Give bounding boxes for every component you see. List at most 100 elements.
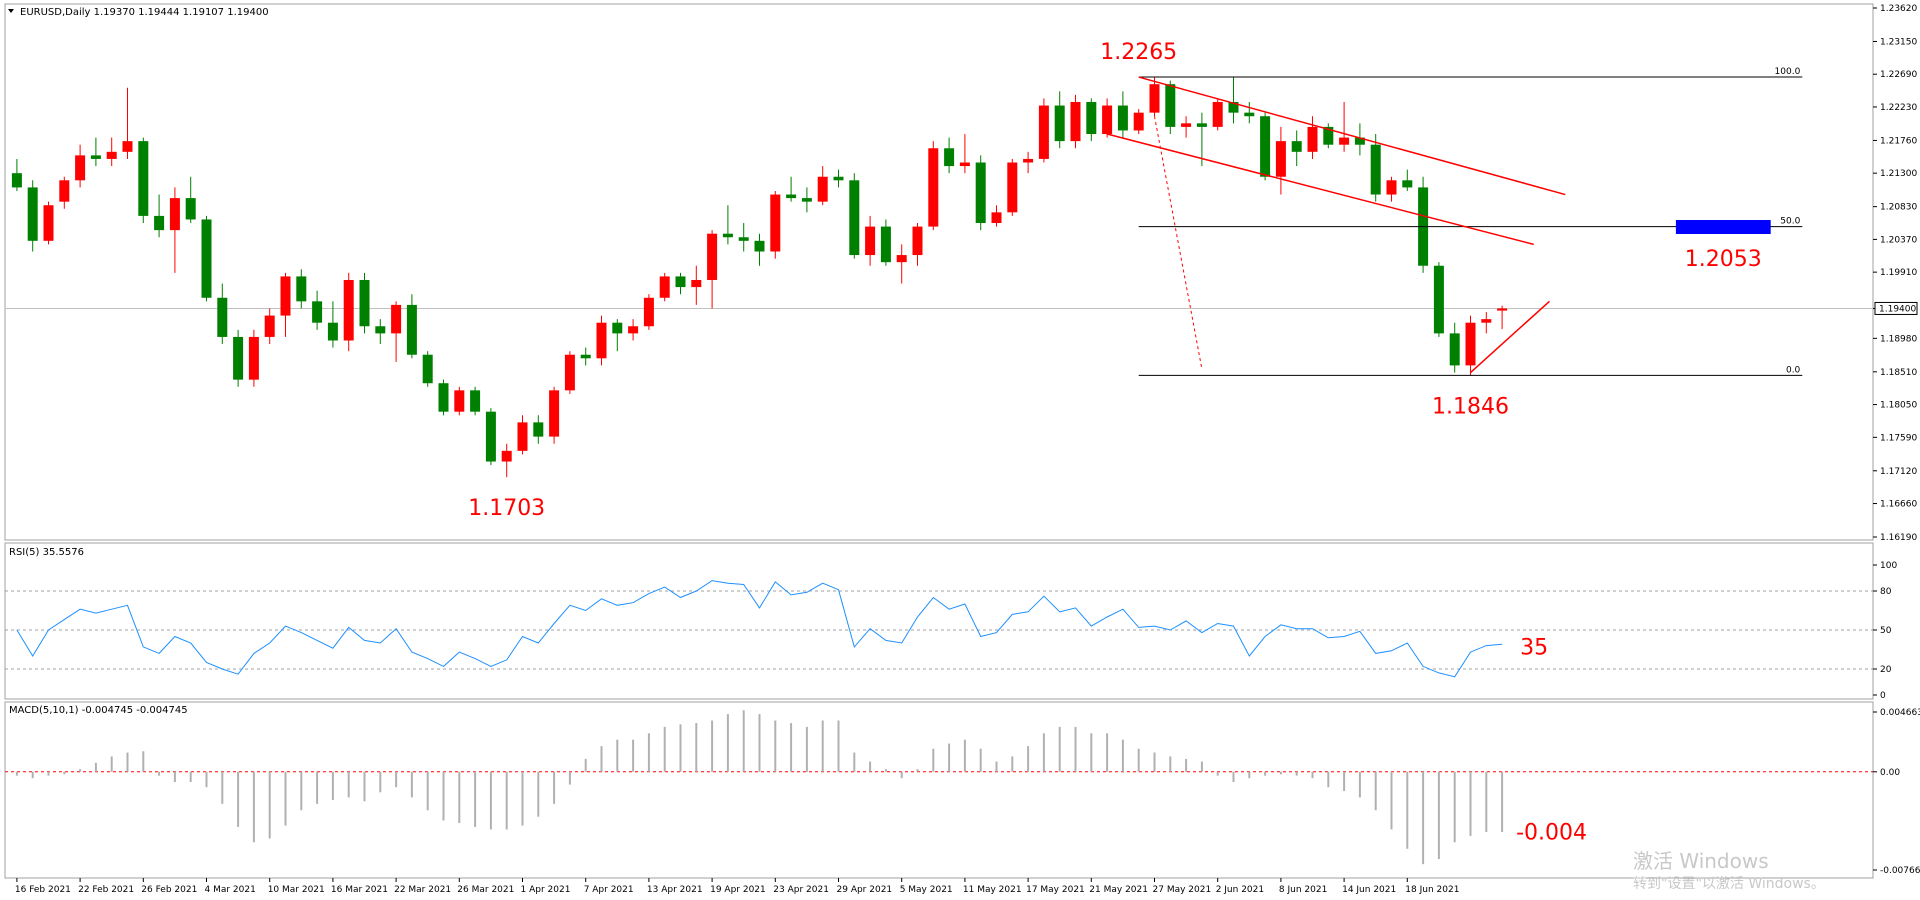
candle-body — [643, 297, 654, 327]
candle-body — [1228, 101, 1239, 113]
drawings: 100.0 50.0 0.0 — [1106, 67, 1803, 376]
macd-label: MACD(5,10,1) -0.004745 -0.004745 — [9, 705, 188, 716]
candle-body — [43, 205, 54, 241]
candle-body — [280, 276, 291, 316]
candle-body — [1465, 322, 1476, 366]
candle-body — [754, 240, 765, 252]
price-tick-label: 1.21760 — [1880, 136, 1917, 146]
rsi-tick-label: 0 — [1880, 691, 1886, 701]
candle-body — [1323, 126, 1334, 145]
price-tick-label: 1.22690 — [1880, 70, 1917, 80]
price-annotation: 1.2265 — [1100, 40, 1177, 65]
candle-body — [1307, 126, 1318, 152]
candle-body — [501, 450, 512, 462]
candle-body — [912, 226, 923, 256]
candle-body — [391, 304, 402, 334]
candle-body — [675, 276, 686, 288]
time-tick-label: 18 Jun 2021 — [1405, 885, 1459, 895]
price-annotation: 1.2053 — [1685, 247, 1762, 272]
time-tick-label: 5 May 2021 — [900, 885, 953, 895]
candle-body — [1086, 101, 1097, 135]
candle-body — [691, 279, 702, 288]
rsi-pane-frame — [4, 542, 1874, 700]
candle-body — [612, 322, 623, 334]
candle-body — [217, 297, 228, 337]
candle-body — [75, 155, 86, 181]
candles — [11, 77, 1508, 478]
candle-body — [1038, 105, 1049, 159]
price-tick-label: 1.18510 — [1880, 368, 1917, 378]
candle-body — [122, 141, 133, 152]
price-tick-label: 1.20830 — [1880, 203, 1917, 213]
time-tick-label: 17 May 2021 — [1026, 885, 1085, 895]
candle-body — [1023, 158, 1034, 163]
time-tick-label: 1 Apr 2021 — [521, 885, 571, 895]
time-tick-label: 29 Apr 2021 — [837, 885, 893, 895]
candle-body — [707, 233, 718, 280]
rsi-annotation: 35 — [1520, 635, 1548, 660]
candle-body — [248, 336, 259, 380]
candle-body — [1244, 112, 1255, 117]
candle-body — [27, 187, 38, 241]
watermark-line1: 激活 Windows — [1633, 849, 1769, 873]
candle-body — [833, 176, 844, 181]
time-axis: 16 Feb 2021 22 Feb 2021 26 Feb 2021 4 Mar 2… — [15, 878, 1459, 895]
candle-body — [422, 354, 433, 384]
candle-body — [154, 215, 165, 231]
candle-body — [296, 276, 307, 302]
candle-body — [1402, 180, 1413, 188]
time-tick-label: 10 Mar 2021 — [268, 885, 325, 895]
candle-body — [564, 354, 575, 391]
candle-body — [406, 304, 417, 355]
candle-body — [628, 326, 639, 334]
rsi-tick-label: 100 — [1880, 561, 1897, 571]
candle-body — [1260, 116, 1271, 177]
price-axis: 1.23620 1.23150 1.22690 1.22230 1.21760 1.213… — [1873, 4, 1918, 543]
price-tick-label: 1.19910 — [1880, 268, 1917, 278]
candle-body — [359, 279, 370, 327]
candle-body — [264, 315, 275, 337]
trend-line — [1469, 300, 1551, 374]
price-tick-label: 1.18050 — [1880, 401, 1917, 411]
time-tick-label: 19 Apr 2021 — [710, 885, 766, 895]
time-tick-label: 16 Mar 2021 — [331, 885, 388, 895]
candle-body — [1291, 141, 1302, 152]
macd-pane: 0.004663 0.00 -0.007661 -0.004 — [5, 708, 1920, 876]
candle-body — [849, 180, 860, 256]
trend-line — [1138, 76, 1566, 196]
candle-body — [485, 411, 496, 462]
candle-body — [865, 226, 876, 256]
rsi-label: RSI(5) 35.5576 — [9, 547, 84, 558]
candle-body — [1497, 308, 1508, 311]
time-tick-label: 11 May 2021 — [963, 885, 1022, 895]
trend-line — [1106, 133, 1534, 246]
time-tick-label: 7 Apr 2021 — [584, 885, 634, 895]
price-tick-label: 1.23150 — [1880, 37, 1917, 47]
candle-body — [201, 219, 212, 298]
candle-body — [1196, 123, 1207, 127]
candle-body — [975, 162, 986, 224]
macd-annotation: -0.004 — [1516, 820, 1587, 845]
price-tick-label: 1.16190 — [1880, 533, 1917, 543]
current-price-marker — [1874, 301, 1918, 315]
candle-body — [343, 279, 354, 341]
time-tick-label: 16 Feb 2021 — [15, 885, 71, 895]
candle-body — [991, 212, 1002, 224]
time-tick-label: 8 Jun 2021 — [1279, 885, 1327, 895]
candle-body — [896, 255, 907, 263]
rsi-tick-label: 20 — [1880, 665, 1892, 675]
candle-body — [786, 194, 797, 199]
macd-tick-label: 0.00 — [1880, 768, 1900, 778]
candle-body — [1149, 84, 1160, 113]
candle-body — [1165, 84, 1176, 127]
candle-body — [1181, 123, 1192, 127]
price-tick-label: 1.17590 — [1880, 433, 1917, 443]
candle-body — [1054, 105, 1065, 142]
candle-body — [1070, 101, 1081, 142]
price-tick-label: 1.16660 — [1880, 500, 1917, 510]
dropdown-triangle-icon[interactable] — [8, 9, 14, 13]
time-tick-label: 26 Mar 2021 — [457, 885, 514, 895]
candle-body — [1449, 333, 1460, 366]
candle-body — [801, 198, 812, 202]
macd-tick-label: -0.007661 — [1880, 866, 1920, 876]
